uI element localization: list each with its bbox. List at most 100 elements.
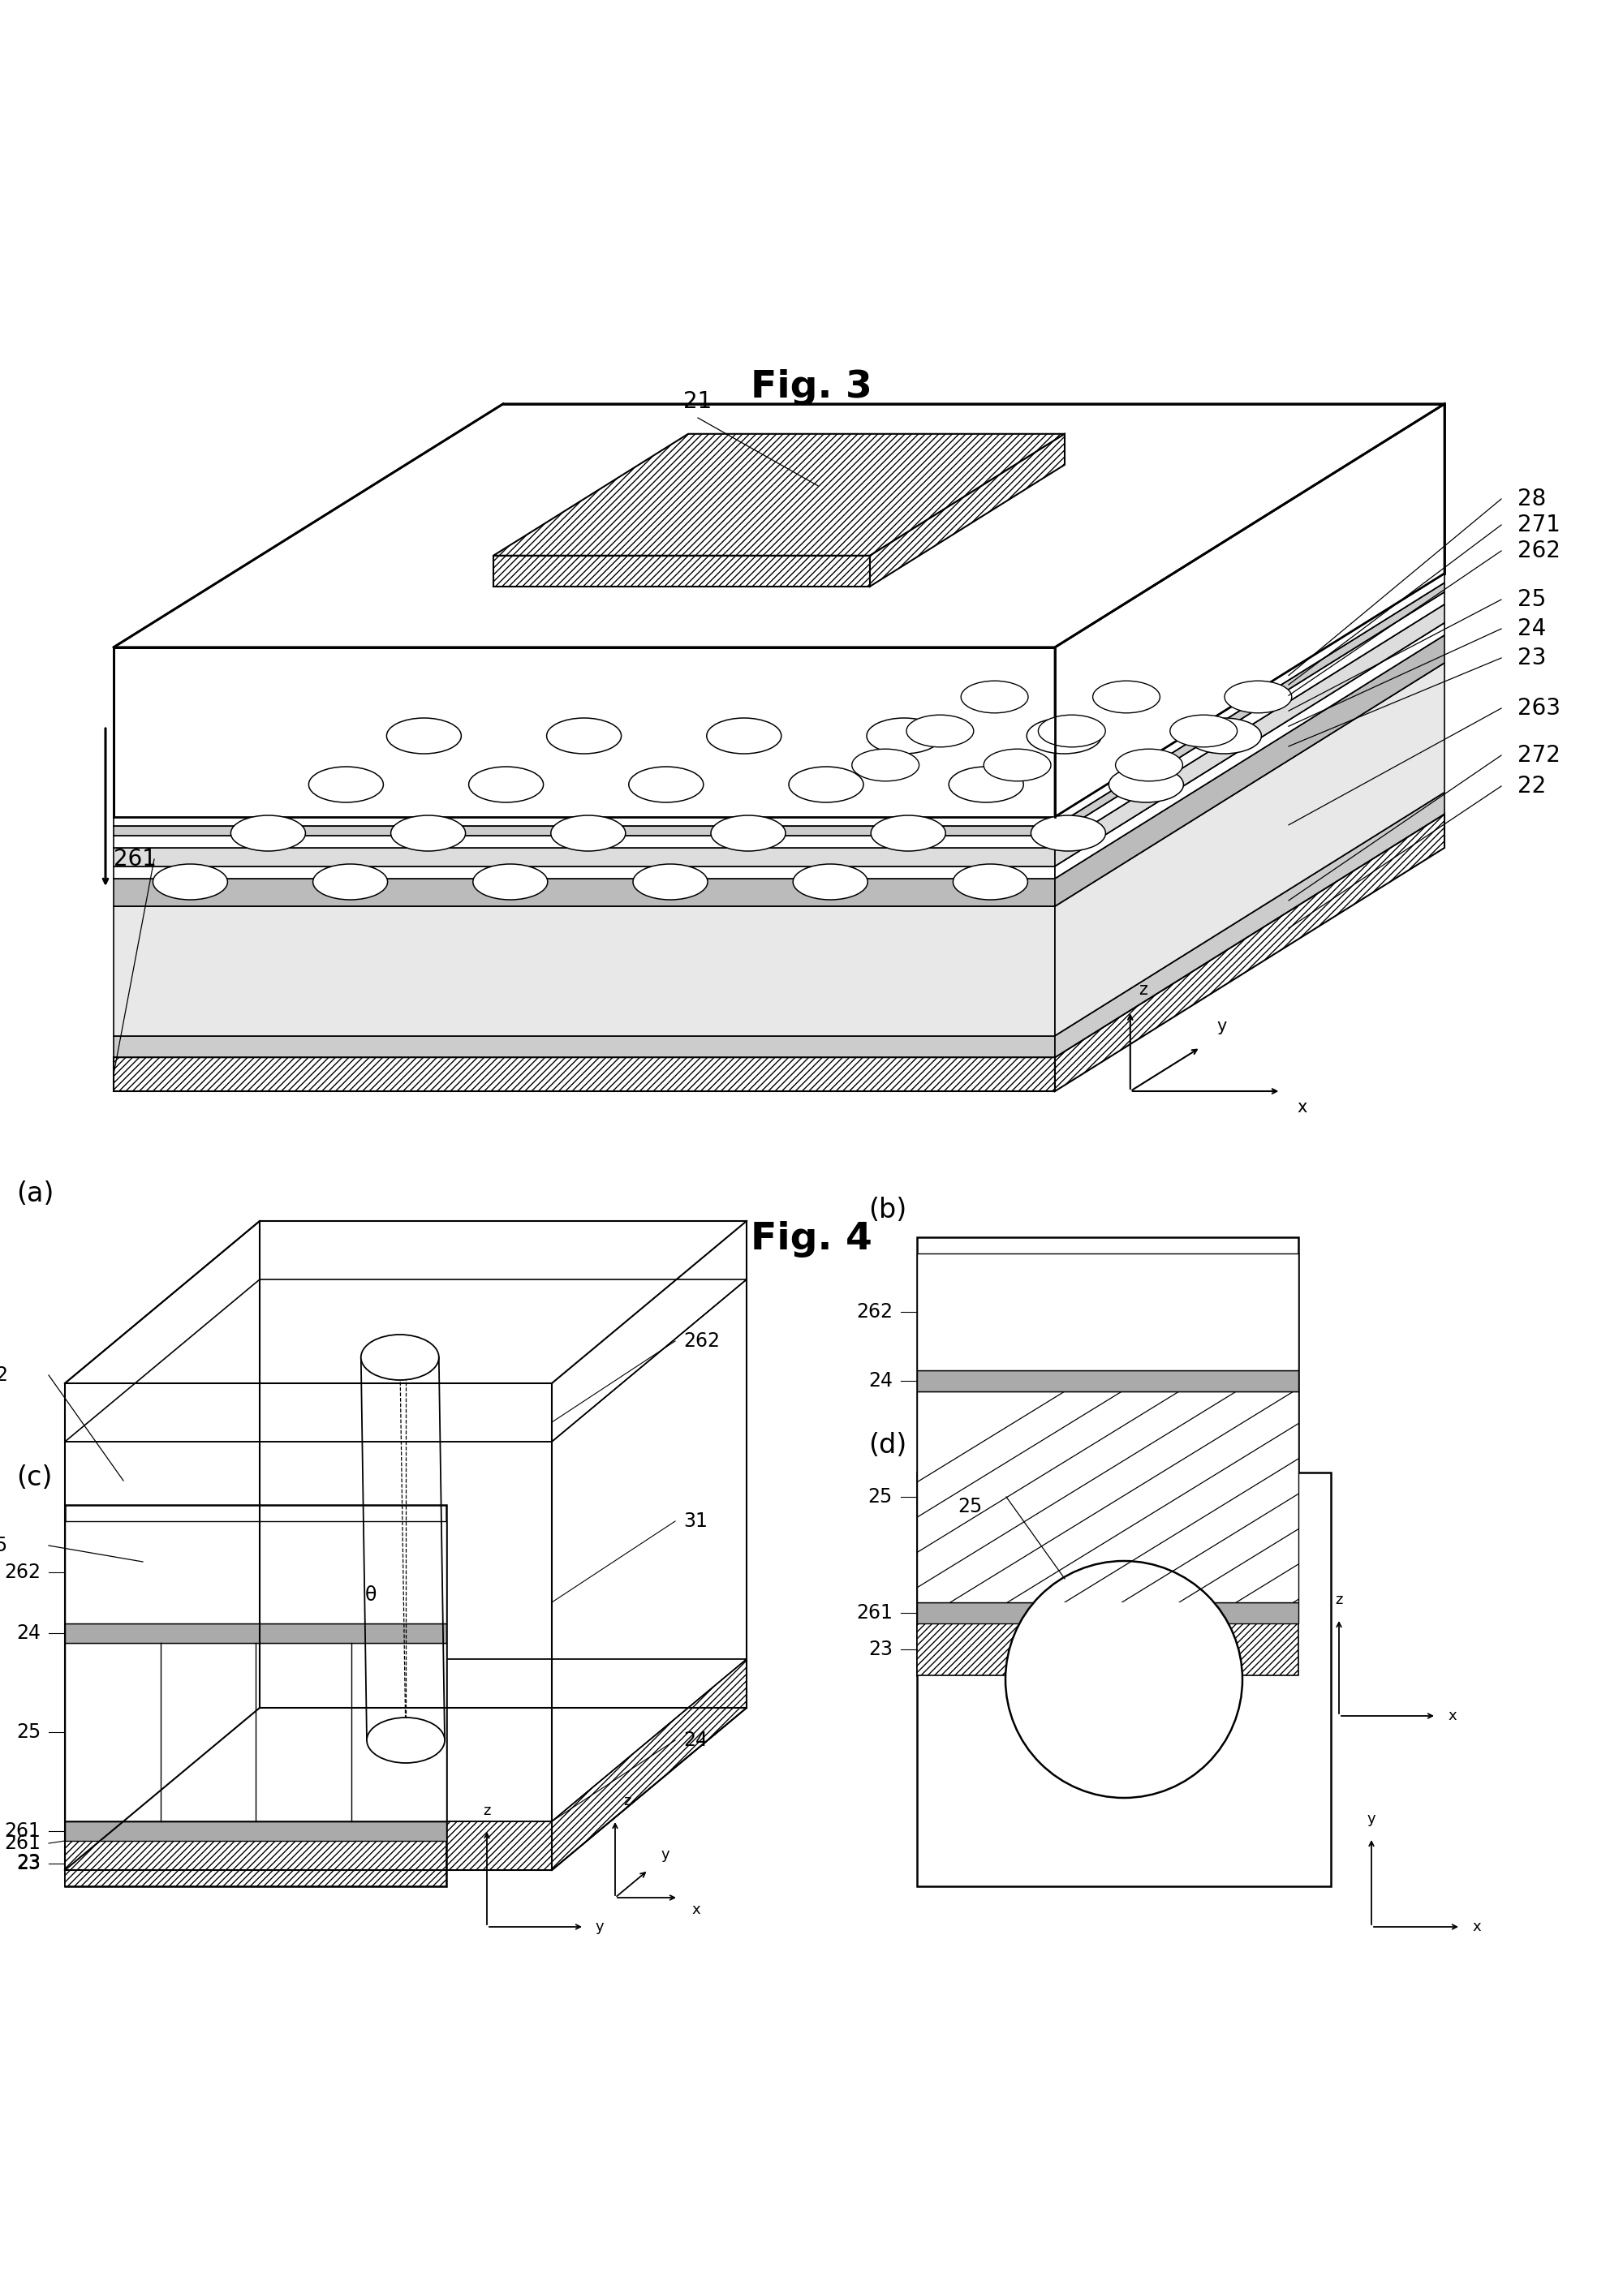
Bar	[917, 1603, 1298, 1623]
Polygon shape	[114, 404, 1444, 647]
Polygon shape	[65, 1279, 747, 1442]
Ellipse shape	[789, 767, 863, 801]
Text: Fig. 4: Fig. 4	[751, 1221, 872, 1258]
Polygon shape	[114, 604, 1444, 847]
Polygon shape	[114, 813, 1444, 1056]
Bar	[917, 1371, 1298, 1391]
Ellipse shape	[1115, 748, 1183, 781]
Text: 24: 24	[683, 1731, 708, 1750]
Text: x: x	[691, 1903, 700, 1917]
Text: x: x	[1472, 1919, 1480, 1933]
Ellipse shape	[1092, 682, 1160, 714]
Polygon shape	[493, 434, 1065, 556]
Ellipse shape	[794, 863, 868, 900]
Polygon shape	[65, 1660, 747, 1821]
Ellipse shape	[550, 815, 625, 852]
Ellipse shape	[852, 748, 919, 781]
Bar	[917, 1391, 1298, 1603]
Text: 261: 261	[5, 1821, 41, 1841]
Text: y: y	[1217, 1017, 1227, 1035]
Ellipse shape	[949, 767, 1024, 801]
Polygon shape	[1055, 404, 1444, 817]
Ellipse shape	[367, 1717, 445, 1763]
Text: 22: 22	[1518, 774, 1547, 797]
Text: z: z	[484, 1805, 490, 1818]
Bar	[917, 1238, 1298, 1676]
Polygon shape	[1055, 604, 1444, 866]
Text: 262: 262	[3, 1564, 41, 1582]
Polygon shape	[1055, 813, 1444, 1091]
Ellipse shape	[872, 815, 946, 852]
Polygon shape	[65, 1221, 260, 1869]
Text: θ: θ	[365, 1584, 377, 1605]
Text: 262: 262	[683, 1332, 721, 1350]
Polygon shape	[114, 879, 1055, 907]
Text: (a): (a)	[16, 1180, 54, 1208]
Bar	[917, 1472, 1331, 1887]
Text: 261: 261	[857, 1603, 893, 1623]
Text: z: z	[623, 1793, 631, 1809]
Ellipse shape	[1027, 719, 1102, 753]
Text: y: y	[596, 1919, 604, 1933]
Text: (d): (d)	[868, 1433, 907, 1458]
Polygon shape	[114, 907, 1055, 1035]
Ellipse shape	[230, 815, 305, 852]
Polygon shape	[65, 1821, 552, 1869]
Polygon shape	[114, 622, 1444, 866]
Ellipse shape	[628, 767, 703, 801]
Ellipse shape	[547, 719, 622, 753]
Ellipse shape	[1109, 767, 1183, 801]
Text: 262: 262	[1518, 540, 1560, 563]
Text: 24: 24	[868, 1371, 893, 1391]
Text: 21: 21	[683, 390, 712, 413]
Text: x: x	[1448, 1708, 1456, 1724]
Ellipse shape	[469, 767, 544, 801]
Bar	[65, 1522, 446, 1623]
Text: 24: 24	[16, 1623, 41, 1644]
Polygon shape	[1055, 792, 1444, 1056]
Polygon shape	[114, 817, 1055, 827]
Polygon shape	[114, 1056, 1055, 1091]
Text: y: y	[1367, 1812, 1376, 1825]
Ellipse shape	[360, 1334, 438, 1380]
Ellipse shape	[1225, 682, 1292, 714]
Bar	[65, 1841, 446, 1887]
Ellipse shape	[153, 863, 227, 900]
Text: 272: 272	[1518, 744, 1560, 767]
Text: (c): (c)	[16, 1465, 52, 1490]
Text: x: x	[1297, 1100, 1307, 1116]
Text: 23: 23	[1518, 647, 1547, 670]
Text: 25: 25	[868, 1488, 893, 1506]
Text: z: z	[1336, 1593, 1342, 1607]
Text: 25: 25	[958, 1497, 982, 1515]
Polygon shape	[65, 1708, 747, 1869]
Polygon shape	[114, 1035, 1055, 1056]
Ellipse shape	[706, 719, 781, 753]
Polygon shape	[114, 664, 1444, 907]
Ellipse shape	[313, 863, 388, 900]
Text: 263: 263	[1518, 698, 1561, 719]
Ellipse shape	[308, 767, 383, 801]
Text: y: y	[661, 1848, 670, 1862]
Ellipse shape	[1039, 714, 1105, 746]
Text: 31: 31	[683, 1511, 708, 1531]
Ellipse shape	[1170, 714, 1237, 746]
Ellipse shape	[961, 682, 1029, 714]
Polygon shape	[114, 792, 1444, 1035]
Text: (b): (b)	[868, 1196, 907, 1224]
Ellipse shape	[867, 719, 941, 753]
Text: 32: 32	[0, 1366, 8, 1384]
Text: 25: 25	[0, 1536, 8, 1554]
Bar	[65, 1504, 446, 1887]
Polygon shape	[114, 647, 1055, 817]
Text: 25: 25	[16, 1722, 41, 1743]
Text: 25: 25	[1518, 588, 1547, 611]
Ellipse shape	[953, 863, 1027, 900]
Polygon shape	[1055, 622, 1444, 879]
Circle shape	[1005, 1561, 1243, 1798]
Ellipse shape	[386, 719, 461, 753]
Text: 23: 23	[16, 1853, 41, 1874]
Polygon shape	[1055, 574, 1444, 827]
Polygon shape	[870, 434, 1065, 585]
Polygon shape	[114, 836, 1055, 847]
